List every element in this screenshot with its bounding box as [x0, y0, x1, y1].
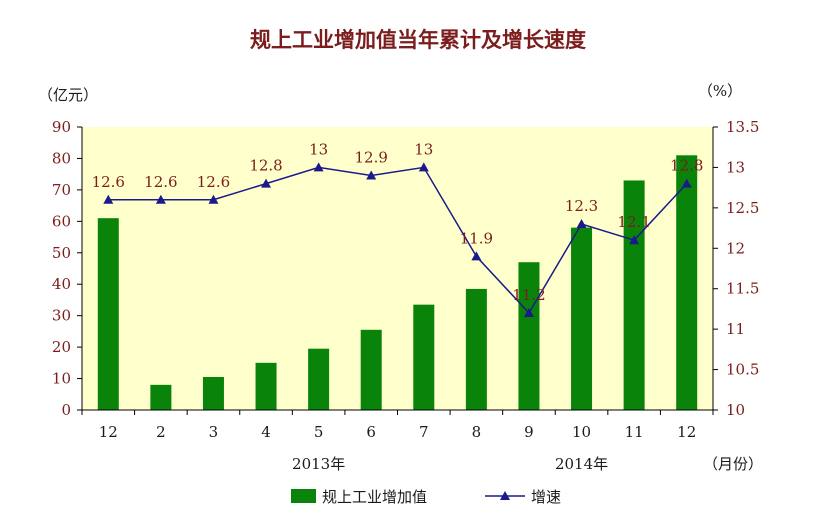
x-tick-label: 12 [99, 423, 118, 441]
right-tick-label: 13.5 [726, 118, 759, 136]
bar-series [97, 155, 698, 410]
data-label: 13 [414, 140, 433, 158]
x-tick-label: 6 [366, 423, 376, 441]
x-tick-label: 12 [677, 423, 696, 441]
line-point [629, 235, 640, 245]
legend-bar-label: 规上工业增加值 [322, 488, 427, 506]
right-tick-label: 11 [726, 320, 745, 338]
legend-line-marker [500, 491, 510, 500]
bar [360, 329, 382, 410]
bar [308, 348, 330, 410]
bar [465, 288, 487, 410]
legend-line-label: 增速 [531, 488, 561, 506]
left-tick-label: 50 [52, 244, 71, 262]
right-tick-label: 13 [726, 158, 745, 176]
bar [571, 227, 593, 410]
left-axis-unit: （亿元） [38, 86, 98, 104]
left-tick-label: 80 [52, 149, 71, 167]
x-tick-label: 2 [156, 423, 166, 441]
right-tick-label: 11.5 [726, 280, 759, 298]
bar [676, 155, 698, 410]
bar [413, 304, 435, 410]
data-label: 12.6 [197, 173, 230, 191]
line-point [208, 194, 219, 204]
year-label: 2014年 [555, 455, 608, 473]
line-point [261, 178, 272, 188]
data-label: 11.2 [512, 286, 545, 304]
data-label: 12.6 [92, 173, 125, 191]
x-tick-label: 5 [314, 423, 324, 441]
x-tick-label: 4 [261, 423, 271, 441]
data-label: 12.9 [355, 149, 388, 167]
x-axis-unit: （月份） [703, 455, 763, 473]
line-point [681, 178, 692, 188]
x-tick-label: 10 [572, 423, 591, 441]
bar [518, 262, 540, 410]
line-point [366, 170, 377, 180]
line-point [313, 162, 324, 172]
line-point [418, 162, 429, 172]
right-axis-unit: （%） [698, 82, 742, 100]
right-tick-label: 10 [726, 401, 745, 419]
left-tick-label: 0 [61, 401, 71, 419]
right-tick-label: 12 [726, 239, 745, 257]
left-tick-label: 30 [52, 307, 71, 325]
line-point [523, 307, 534, 317]
bar [202, 376, 224, 410]
line-point [155, 194, 166, 204]
left-tick-label: 10 [52, 370, 71, 388]
x-tick-label: 7 [419, 423, 429, 441]
x-tick-label: 9 [524, 423, 534, 441]
year-label: 2013年 [292, 455, 345, 473]
line-point [576, 219, 587, 229]
bar [255, 362, 277, 410]
line-point [103, 194, 114, 204]
data-label: 13 [309, 140, 328, 158]
legend-bar-swatch [291, 489, 316, 503]
data-label: 12.8 [670, 157, 703, 175]
legend: 规上工业增加值 增速 [291, 488, 561, 506]
axes: 01020304050607080901010.51111.51212.5131… [52, 118, 760, 473]
right-tick-label: 12.5 [726, 199, 759, 217]
right-tick-label: 10.5 [726, 361, 759, 379]
left-tick-label: 40 [52, 275, 71, 293]
chart-title: 规上工业增加值当年累计及增长速度 [250, 27, 586, 52]
bar [150, 384, 172, 410]
data-label: 11.9 [460, 229, 493, 247]
bar [97, 218, 119, 410]
line-point [471, 251, 482, 261]
plot-area [82, 127, 713, 410]
data-label: 12.3 [565, 197, 598, 215]
x-tick-label: 11 [625, 423, 644, 441]
growth-line [108, 166, 688, 315]
left-tick-label: 20 [52, 338, 71, 356]
data-label: 12.8 [249, 157, 282, 175]
line-series: 12.6 12.6 12.6 12.8 13 12.9 13 11.9 11.2 12.3 12.1… [92, 140, 703, 317]
x-tick-label: 8 [472, 423, 482, 441]
left-tick-label: 60 [52, 212, 71, 230]
left-tick-label: 90 [52, 118, 71, 136]
data-label: 12.1 [617, 213, 650, 231]
x-tick-label: 3 [209, 423, 219, 441]
left-tick-label: 70 [52, 181, 71, 199]
data-label: 12.6 [144, 173, 177, 191]
